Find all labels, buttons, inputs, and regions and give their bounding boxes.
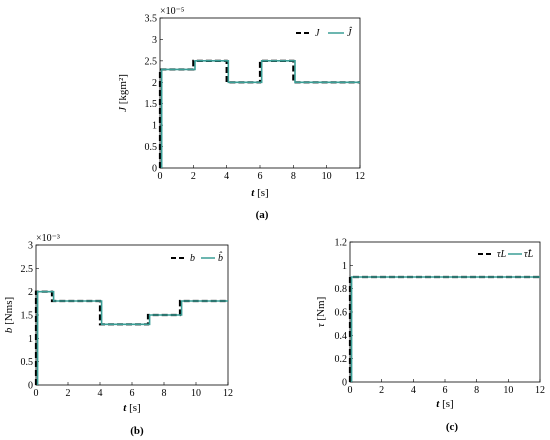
x-tick-label-a-2: 4 bbox=[224, 171, 229, 182]
x-tick-label-b-5: 10 bbox=[191, 388, 201, 399]
legend-a: J Ĵ bbox=[296, 27, 353, 39]
legend-label-tau-L-hat: τ̂L bbox=[524, 249, 534, 260]
y-tick-label-c-1: 0.2 bbox=[335, 354, 348, 365]
y-tick-label-c-6: 1.2 bbox=[335, 238, 348, 249]
y-axis-unit-c: [Nm] bbox=[315, 297, 327, 324]
series-line-c-0 bbox=[348, 275, 540, 382]
y-tick-label-a-7: 3.5 bbox=[145, 14, 158, 25]
y-tick-label-a-2: 1 bbox=[152, 121, 157, 132]
x-tick-label-b-1: 2 bbox=[66, 388, 71, 399]
y-tick-label-b-3: 1.5 bbox=[21, 311, 34, 322]
y-axis-var-b: b bbox=[3, 327, 15, 333]
y-tick-label-a-5: 2.5 bbox=[145, 56, 158, 67]
x-tick-label-c-2: 4 bbox=[411, 385, 416, 396]
x-tick-label-b-0: 0 bbox=[34, 388, 39, 399]
x-axis-label-a: t [s] bbox=[251, 187, 268, 199]
series-lines-a bbox=[158, 59, 360, 168]
y-tick-label-c-3: 0.6 bbox=[335, 308, 348, 319]
legend-label-b: b bbox=[190, 253, 195, 264]
x-tick-label-a-4: 8 bbox=[291, 171, 296, 182]
legend-c: τL τ̂L bbox=[478, 249, 534, 260]
x-tick-label-c-5: 10 bbox=[503, 385, 513, 396]
y-tick-label-b-1: 0.5 bbox=[21, 357, 34, 368]
x-axis-unit-a: [s] bbox=[254, 187, 268, 199]
x-tick-label-c-4: 8 bbox=[474, 385, 479, 396]
x-axis-var-a: t bbox=[251, 187, 255, 199]
series-line-a-0 bbox=[158, 59, 360, 168]
y-tick-label-c-0: 0 bbox=[342, 378, 347, 389]
legend-label-b-hat: b̂ bbox=[218, 251, 223, 264]
y-tick-label-c-4: 0.8 bbox=[335, 284, 348, 295]
x-tick-label-a-5: 10 bbox=[322, 171, 332, 182]
panel-a: 0 2 4 6 8 10 12 0 0.5 1 1.5 2 2.5 3 3.5 ×10⁻⁵ J [kgm²]… bbox=[117, 6, 365, 221]
ticks-c: 0 2 4 6 8 10 12 0 0.2 0.4 0.6 0.8 1 1.2 bbox=[335, 238, 546, 397]
ticks-a: 0 2 4 6 8 10 12 0 0.5 1 1.5 2 2.5 3 3.5 bbox=[145, 14, 366, 183]
y-axis-label-a: J [kgm²] bbox=[117, 74, 129, 112]
y-tick-label-c-2: 0.4 bbox=[335, 331, 348, 342]
panel-b: 0 2 4 6 8 10 12 0 0.5 1 1.5 2 2.5 3 ×10⁻³ b [Nms] t [… bbox=[3, 233, 233, 437]
x-tick-label-b-6: 12 bbox=[223, 388, 233, 399]
y-axis-label-b: b [Nms] bbox=[3, 297, 15, 333]
y-axis-var-a: J bbox=[117, 106, 129, 112]
x-tick-label-c-3: 6 bbox=[443, 385, 448, 396]
series-line-b-0 bbox=[34, 290, 228, 385]
x-axis-var-c: t bbox=[436, 398, 440, 410]
y-axis-var-c: τ bbox=[315, 322, 327, 327]
y-axis-label-c: τ [Nm] bbox=[315, 297, 327, 328]
caption-a: (a) bbox=[256, 209, 269, 221]
y-tick-label-a-1: 0.5 bbox=[145, 142, 158, 153]
x-tick-label-c-6: 12 bbox=[535, 385, 545, 396]
y-tick-label-a-0: 0 bbox=[152, 164, 157, 175]
y-exponent-b: ×10⁻³ bbox=[36, 233, 60, 244]
series-line-c-1 bbox=[350, 276, 540, 382]
caption-b: (b) bbox=[130, 425, 144, 437]
x-tick-label-a-0: 0 bbox=[158, 171, 163, 182]
x-tick-label-c-0: 0 bbox=[348, 385, 353, 396]
x-axis-label-c: t [s] bbox=[436, 398, 453, 410]
y-tick-label-c-5: 1 bbox=[342, 261, 347, 272]
y-tick-label-a-4: 2 bbox=[152, 78, 157, 89]
ticks-b: 0 2 4 6 8 10 12 0 0.5 1 1.5 2 2.5 3 bbox=[21, 241, 234, 400]
x-tick-label-a-1: 2 bbox=[191, 171, 196, 182]
y-exponent-a: ×10⁻⁵ bbox=[160, 6, 184, 17]
y-tick-label-b-2: 1 bbox=[28, 334, 33, 345]
series-lines-c bbox=[348, 275, 540, 382]
plot-frame-a bbox=[159, 17, 361, 169]
series-line-b-1 bbox=[36, 290, 228, 385]
x-tick-label-c-1: 2 bbox=[379, 385, 384, 396]
x-tick-label-b-4: 8 bbox=[162, 388, 167, 399]
x-axis-var-b: t bbox=[123, 402, 127, 414]
x-axis-label-b: t [s] bbox=[123, 402, 140, 414]
y-axis-unit-a: [kgm²] bbox=[117, 74, 129, 107]
y-tick-label-b-4: 2 bbox=[28, 287, 33, 298]
legend-label-tau-L: τL bbox=[497, 249, 507, 260]
series-lines-b bbox=[34, 290, 228, 385]
y-axis-unit-b: [Nms] bbox=[3, 297, 15, 328]
caption-c: (c) bbox=[446, 421, 459, 433]
plot-frame-b bbox=[35, 244, 229, 386]
series-line-a-1 bbox=[160, 60, 360, 168]
legend-label-J-hat: Ĵ bbox=[347, 27, 353, 39]
y-tick-label-a-6: 3 bbox=[152, 35, 157, 46]
y-tick-label-b-0: 0 bbox=[28, 381, 33, 392]
x-axis-unit-b: [s] bbox=[126, 402, 140, 414]
legend-b: b b̂ bbox=[171, 251, 223, 264]
x-axis-unit-c: [s] bbox=[439, 398, 453, 410]
x-tick-label-a-6: 12 bbox=[355, 171, 365, 182]
legend-label-J: J bbox=[315, 28, 320, 39]
y-tick-label-b-5: 2.5 bbox=[21, 264, 34, 275]
plot-frame-c bbox=[349, 241, 541, 383]
x-tick-label-b-2: 4 bbox=[98, 388, 103, 399]
y-tick-label-b-6: 3 bbox=[28, 241, 33, 252]
y-tick-label-a-3: 1.5 bbox=[145, 99, 158, 110]
x-tick-label-b-3: 6 bbox=[130, 388, 135, 399]
x-tick-label-a-3: 6 bbox=[258, 171, 263, 182]
